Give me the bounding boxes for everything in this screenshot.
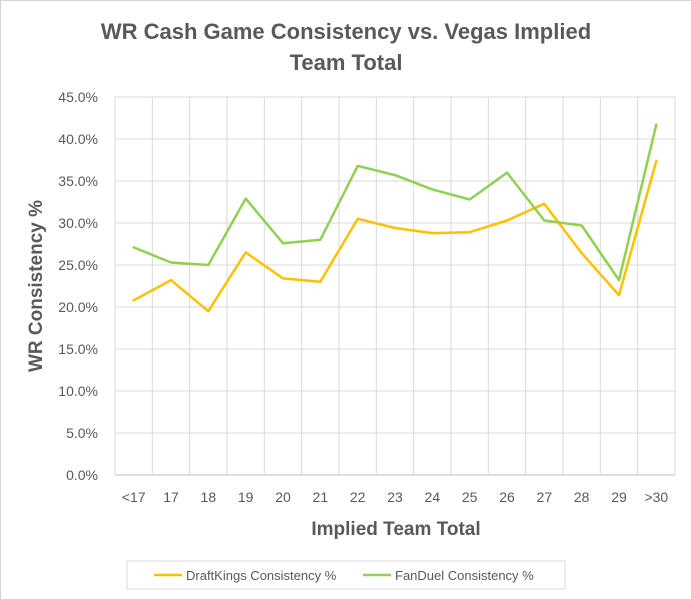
y-tick-label: 30.0% [58,215,98,231]
x-tick-label: 24 [425,489,441,505]
grid [114,96,676,476]
y-axis-ticks: 0.0% 5.0% 10.0% 15.0% 20.0% 25.0% 30.0% 35.0% 40… [58,89,98,483]
y-tick-label: 10.0% [58,383,98,399]
chart-title: WR Cash Game Consistency vs. Vegas Impli… [101,19,591,75]
x-tick-label: 29 [611,489,627,505]
legend-label-draftkings: DraftKings Consistency % [186,568,337,583]
x-tick-label: 22 [350,489,366,505]
y-tick-label: 35.0% [58,173,98,189]
x-tick-label: 21 [313,489,329,505]
series-line-fanduel [132,123,658,282]
x-tick-label: 28 [574,489,590,505]
x-tick-label: 20 [275,489,291,505]
x-tick-label: 17 [163,489,179,505]
y-tick-label: 5.0% [66,425,98,441]
chart-title-line-2: Team Total [290,50,403,75]
y-tick-label: 20.0% [58,299,98,315]
x-tick-label: 27 [537,489,553,505]
x-tick-label: <17 [122,489,146,505]
y-tick-label: 0.0% [66,467,98,483]
y-axis-title: WR Consistency % [26,200,47,372]
y-tick-label: 40.0% [58,131,98,147]
legend: DraftKings Consistency % FanDuel Consist… [126,560,566,590]
x-tick-label: 25 [462,489,478,505]
x-tick-label: 23 [387,489,403,505]
series-lines [132,123,658,313]
series-line-draftkings [132,159,658,313]
y-tick-label: 15.0% [58,341,98,357]
legend-box [126,560,566,590]
y-tick-label: 45.0% [58,89,98,105]
y-tick-label: 25.0% [58,257,98,273]
x-tick-label: 26 [499,489,515,505]
x-tick-label: 18 [201,489,217,505]
x-axis-ticks: <17 17 18 19 20 21 22 23 24 25 26 27 28 29 >30 [122,489,669,505]
chart-title-line-1: WR Cash Game Consistency vs. Vegas Impli… [101,19,591,44]
x-axis-title: Implied Team Total [311,519,480,540]
x-tick-label: >30 [644,489,668,505]
legend-label-fanduel: FanDuel Consistency % [395,568,534,583]
x-tick-label: 19 [238,489,254,505]
